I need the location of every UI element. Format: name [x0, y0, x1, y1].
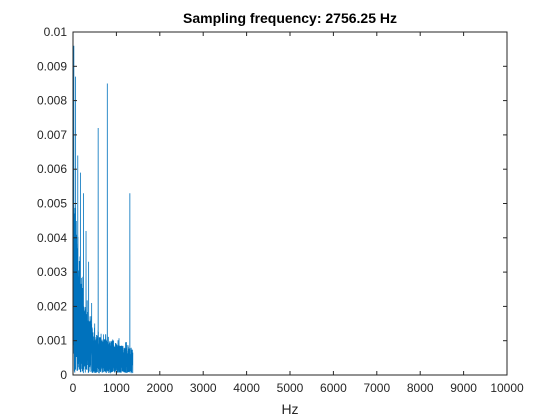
y-tick-label: 0 [60, 368, 67, 382]
y-tick-label: 0.009 [37, 59, 67, 73]
chart-title: Sampling frequency: 2756.25 Hz [183, 10, 397, 26]
x-tick-label: 4000 [233, 381, 260, 395]
y-tick-label: 0.008 [37, 94, 67, 108]
y-tick-label: 0.007 [37, 128, 67, 142]
x-axis-label: Hz [281, 401, 298, 417]
y-tick-label: 0.001 [37, 334, 67, 348]
x-tick-label: 7000 [363, 381, 390, 395]
x-tick-label: 6000 [320, 381, 347, 395]
x-tick-label: 1000 [103, 381, 130, 395]
y-tick-label: 0.003 [37, 265, 67, 279]
y-tick-label: 0.006 [37, 162, 67, 176]
y-tick-label: 0.004 [37, 231, 67, 245]
x-axis: 0 1000 2000 3000 4000 5000 6000 7000 8000 9000 100… [70, 32, 524, 395]
spectrum-line [72, 45, 134, 374]
x-tick-label: 2000 [146, 381, 173, 395]
y-tick-label: 0.002 [37, 299, 67, 313]
y-axis: 0 0.001 0.002 0.003 0.004 0.005 0.006 0.007 0.00… [37, 25, 507, 382]
axes-background [73, 32, 507, 375]
x-tick-label: 9000 [450, 381, 477, 395]
y-tick-label: 0.01 [44, 25, 68, 39]
spectrum-series [72, 45, 134, 374]
x-tick-label: 10000 [490, 381, 524, 395]
x-tick-label: 8000 [407, 381, 434, 395]
x-tick-label: 0 [70, 381, 77, 395]
x-tick-label: 3000 [190, 381, 217, 395]
y-tick-label: 0.005 [37, 197, 67, 211]
x-tick-label: 5000 [277, 381, 304, 395]
